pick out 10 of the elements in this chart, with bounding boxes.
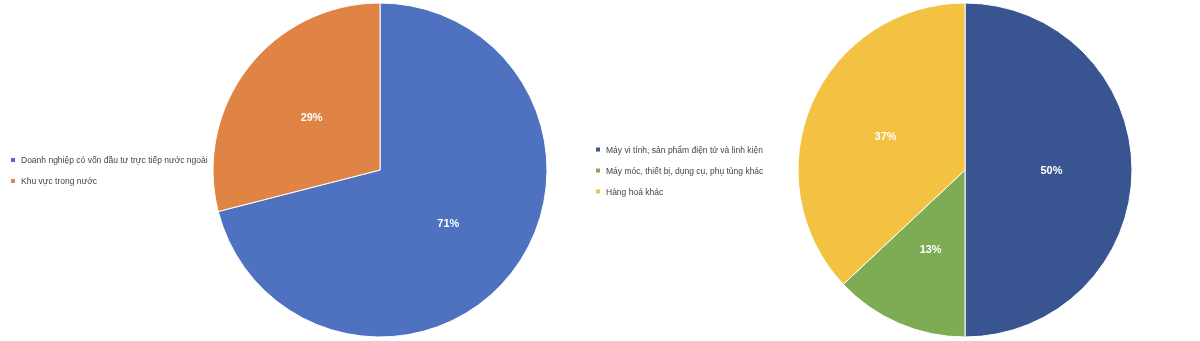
- data-label: 37%: [874, 129, 897, 142]
- legend-label: Máy móc, thiết bị, dụng cụ, phụ tùng khác: [606, 165, 765, 176]
- legend-label: Doanh nghiệp có vốn đầu tư trực tiếp nước ngoài: [21, 155, 208, 165]
- data-label: 50%: [1040, 164, 1063, 176]
- data-label: 13%: [919, 243, 942, 256]
- data-label: 71%: [437, 217, 460, 230]
- legend-label: Khu vực trong nước: [21, 176, 98, 186]
- data-label: 29%: [300, 110, 323, 123]
- legend-label: Hàng hoá khác: [606, 186, 664, 197]
- legend-label: Máy vi tính, sản phẩm điện tử và linh kiện: [606, 144, 764, 155]
